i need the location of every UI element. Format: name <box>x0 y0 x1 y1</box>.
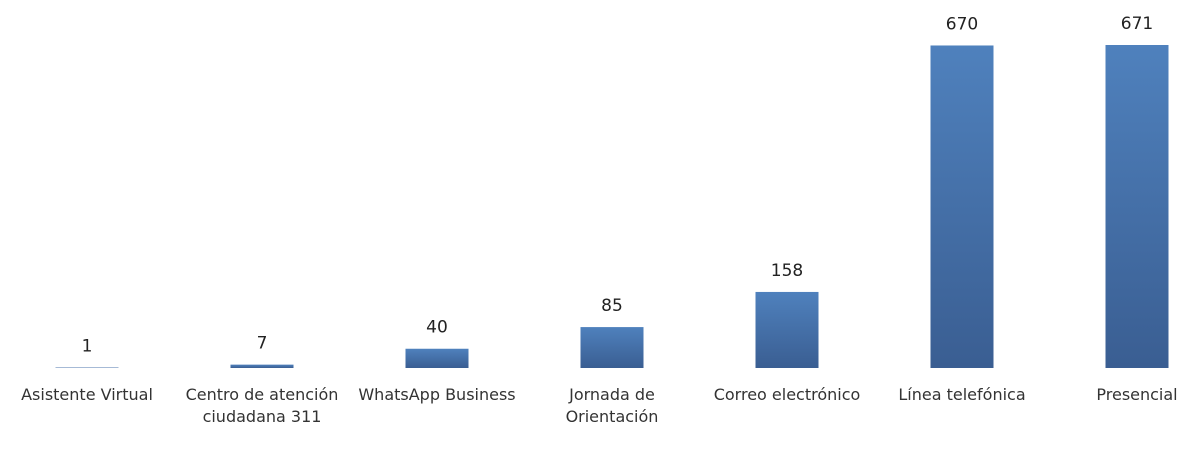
bar <box>1105 45 1169 368</box>
value-label: 40 <box>426 318 448 338</box>
value-label: 670 <box>946 14 978 34</box>
bar <box>405 348 469 368</box>
x-tick-label: Centro de atención ciudadana 311 <box>185 385 339 426</box>
value-label: 158 <box>771 261 803 281</box>
bar <box>230 364 294 368</box>
x-tick-label: Asistente Virtual <box>21 385 153 404</box>
bar <box>755 291 819 368</box>
bar <box>930 45 994 368</box>
x-tick-label: WhatsApp Business <box>358 385 516 404</box>
x-tick-label: Jornada de Orientación <box>565 385 659 426</box>
bar <box>580 327 644 368</box>
x-tick-label: Presencial <box>1096 385 1178 404</box>
value-label: 85 <box>601 296 623 316</box>
x-tick-label: Línea telefónica <box>898 385 1026 404</box>
value-label: 7 <box>257 334 268 354</box>
x-tick-label: Correo electrónico <box>713 385 861 404</box>
value-label: 1 <box>82 337 93 357</box>
value-label: 671 <box>1121 14 1153 34</box>
